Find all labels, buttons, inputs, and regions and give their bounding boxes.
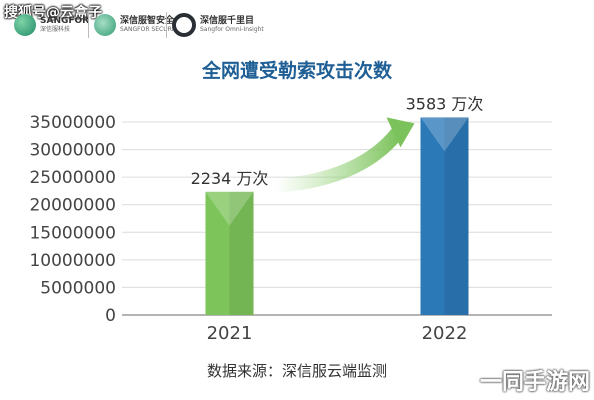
trend-arrow-icon — [275, 117, 415, 193]
logo-sangfor-sub: 深信服科技 — [40, 25, 71, 33]
bar — [205, 191, 254, 315]
data-label: 3583 万次 — [406, 94, 484, 113]
y-tick-label: 15000000 — [29, 223, 116, 243]
trend-arrow-shaft — [275, 126, 405, 193]
bar-2022 — [420, 117, 469, 315]
logo-security: 深信服智安全 SANGFOR SECURITY — [94, 12, 181, 38]
bar-shade — [229, 191, 254, 315]
logo-omni-insight-sub: Sangfor Omni-Insight — [200, 25, 264, 33]
logo-sangfor-name: SANGFOR — [40, 16, 90, 27]
y-tick-label: 5000000 — [40, 278, 116, 298]
bar — [420, 117, 469, 315]
y-tick-label: 25000000 — [29, 168, 116, 188]
y-tick-label: 10000000 — [29, 251, 116, 271]
logo-divider — [166, 12, 167, 38]
x-tick-label: 2021 — [207, 323, 253, 344]
bar-shade — [444, 117, 469, 315]
y-tick-label: 0 — [105, 306, 116, 326]
data-source: 数据来源：深信服云端监测 — [206, 362, 387, 380]
bar-highlight — [420, 117, 469, 152]
security-logo-icon — [94, 14, 116, 36]
omni-insight-logo-icon — [172, 13, 196, 37]
sangfor-logo-icon — [14, 14, 36, 36]
logo-security-name: 深信服智安全 — [120, 16, 175, 27]
x-tick-label: 2022 — [422, 323, 468, 344]
logo-security-sub: SANGFOR SECURITY — [120, 25, 181, 33]
y-tick-label: 20000000 — [29, 196, 116, 216]
logo-divider — [88, 12, 89, 38]
logo-omni-insight-name: 深信服千里目 — [200, 16, 255, 27]
logo-omni-insight: 深信服千里目 Sangfor Omni-Insight — [172, 12, 264, 38]
bar-2021 — [205, 191, 254, 315]
data-label: 2234 万次 — [191, 169, 269, 188]
logo-sangfor: SANGFOR 深信服科技 — [14, 12, 89, 38]
bar-highlight — [205, 191, 254, 226]
chart-title: 全网遭受勒索攻击次数 — [201, 60, 392, 82]
watermark-bottom-right: 一同手游网 — [479, 370, 590, 395]
header-logos: 搜狐号@云盒子 SANGFOR 深信服科技 深信服智安全 SANGFOR SEC… — [0, 0, 594, 44]
y-tick-label: 35000000 — [29, 113, 116, 133]
y-tick-label: 30000000 — [29, 141, 116, 161]
trend-arrow-head — [386, 117, 415, 148]
